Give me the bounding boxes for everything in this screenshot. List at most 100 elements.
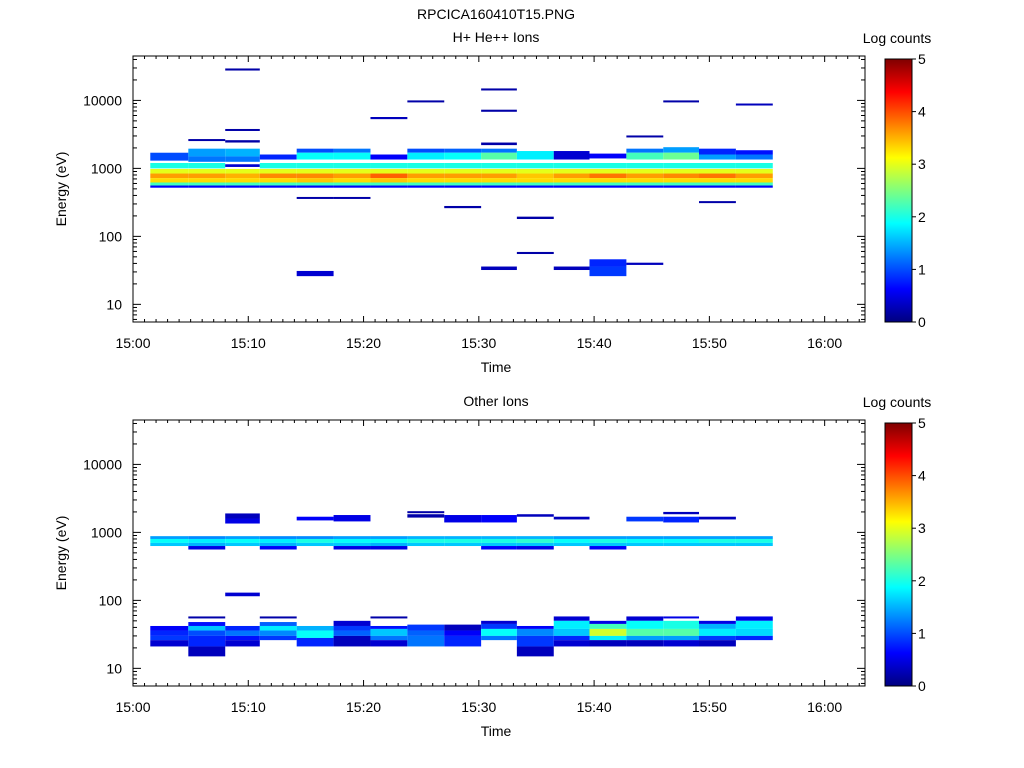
y-tick-label: 10 — [106, 296, 122, 312]
heatmap-cell — [516, 168, 554, 174]
heatmap-cell — [699, 178, 736, 183]
heatmap-cell — [516, 216, 554, 220]
heatmap-cell — [553, 182, 590, 186]
heatmap-cell — [626, 538, 664, 543]
heatmap-cell — [188, 625, 226, 631]
heatmap-cell — [589, 628, 627, 636]
heatmap-cell — [516, 151, 554, 160]
heatmap-cell — [370, 178, 408, 183]
heatmap-cell — [259, 163, 297, 169]
heatmap-cell — [407, 178, 445, 183]
heatmap-cell — [370, 185, 408, 188]
heatmap-cell — [150, 630, 189, 636]
heatmap-cell — [663, 620, 700, 629]
heatmap-cell — [481, 178, 517, 183]
heatmap-cell — [407, 538, 445, 543]
heatmap-cell — [188, 646, 226, 657]
heatmap-cell — [735, 182, 773, 186]
heatmap-cell — [259, 542, 297, 547]
heatmap-cell — [333, 185, 371, 188]
heatmap-cell — [225, 542, 260, 547]
heatmap-cell — [150, 178, 189, 183]
heatmap-cell — [259, 182, 297, 186]
colorbar-tick-label: 3 — [918, 156, 926, 172]
heatmap-cell — [626, 542, 664, 547]
heatmap-cell — [699, 154, 736, 160]
heatmap-cell — [663, 516, 700, 523]
colorbar-tick-label: 0 — [918, 314, 926, 330]
heatmap-cell — [699, 623, 736, 629]
x-tick-label: 15:40 — [577, 335, 612, 351]
x-tick-label: 16:00 — [807, 699, 842, 715]
heatmap-cell — [663, 173, 700, 179]
colorbar-tick-label: 2 — [918, 209, 926, 225]
heatmap-cell — [516, 635, 554, 647]
heatmap-cell — [663, 182, 700, 186]
heatmap-cell — [735, 542, 773, 547]
heatmap-cell — [481, 109, 517, 112]
heatmap-cell — [407, 635, 445, 647]
heatmap-cell — [150, 640, 189, 647]
heatmap-cell — [150, 536, 189, 539]
heatmap-cell — [370, 546, 408, 550]
heatmap-cell — [735, 163, 773, 169]
heatmap-cell — [259, 178, 297, 183]
heatmap-cell — [481, 142, 517, 146]
y-tick-label: 1000 — [91, 160, 122, 176]
heatmap-cell — [626, 262, 664, 265]
heatmap-cell — [589, 173, 627, 179]
heatmap-cell — [626, 516, 664, 522]
heatmap-cell — [333, 182, 371, 186]
colorbar-gradient — [884, 422, 913, 687]
heatmap-cell — [370, 117, 408, 120]
colorbar: 0 1 2 3 4 5 — [884, 51, 926, 330]
heatmap-cell — [188, 542, 226, 547]
heatmap-cell — [407, 100, 445, 103]
y-tick-label: 10000 — [83, 92, 122, 108]
heatmap-cell — [444, 185, 482, 188]
heatmap-cell — [481, 182, 517, 186]
heatmap-cell — [699, 536, 736, 539]
heatmap-cell — [188, 178, 226, 183]
colorbar-label: Log counts — [863, 30, 932, 46]
heatmap-cell — [589, 182, 627, 186]
colorbar-tick-label: 5 — [918, 415, 926, 431]
heatmap-cell — [626, 182, 664, 186]
heatmap-cell — [516, 173, 554, 179]
panel-title: H+ He++ Ions — [453, 29, 540, 45]
heatmap-cell — [150, 635, 189, 641]
heatmap-cell — [516, 514, 554, 517]
heatmap-cell — [296, 185, 334, 188]
panel-title: Other Ions — [463, 393, 528, 409]
colorbar-tick-label: 1 — [918, 261, 926, 277]
heatmap-cell — [735, 168, 773, 174]
heatmap-cell — [296, 163, 334, 169]
heatmap-cell — [589, 178, 627, 183]
colorbar-tick-label: 4 — [918, 468, 926, 484]
heatmap-cell — [444, 182, 482, 186]
heatmap-cell — [481, 623, 517, 629]
heatmap-cell — [333, 148, 371, 153]
heatmap-cell — [589, 536, 627, 539]
heatmap-cell — [481, 266, 517, 271]
heatmap-cell — [481, 173, 517, 179]
heatmap-cell — [699, 628, 736, 636]
heatmap-cell — [259, 630, 297, 636]
heatmap-cell — [296, 173, 334, 179]
heatmap-cell — [188, 616, 226, 619]
heatmap-cell — [735, 536, 773, 539]
heatmap-cell — [735, 178, 773, 183]
heatmap-cell — [444, 538, 482, 543]
heatmap-cell — [225, 128, 260, 131]
heatmap-cell — [663, 542, 700, 547]
heatmap-cell — [553, 185, 590, 188]
heatmap-cell — [481, 620, 517, 624]
heatmap-cell — [225, 182, 260, 186]
heatmap-cell — [225, 538, 260, 543]
heatmap-cell — [735, 635, 773, 641]
colorbar-label: Log counts — [863, 394, 932, 410]
heatmap-cell — [370, 640, 408, 647]
heatmap-cell — [699, 635, 736, 641]
heatmap-cell — [444, 178, 482, 183]
